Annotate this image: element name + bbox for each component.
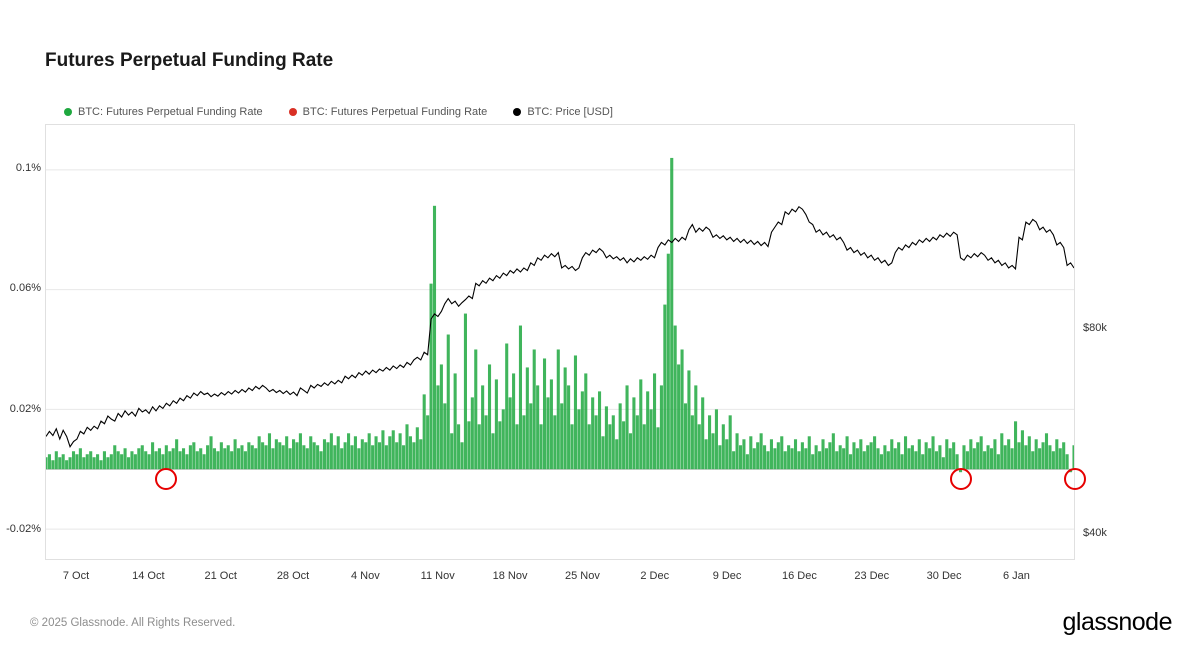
x-tick-label: 18 Nov [493,570,528,582]
x-tick-label: 2 Dec [640,570,669,582]
chart-legend: BTC: Futures Perpetual Funding Rate BTC:… [64,106,613,118]
x-tick-label: 6 Jan [1003,570,1030,582]
legend-label: BTC: Futures Perpetual Funding Rate [78,106,263,118]
legend-item-price: BTC: Price [USD] [513,106,613,118]
x-tick-label: 30 Dec [927,570,962,582]
legend-dot-red [289,108,297,116]
y-left-tick-label: -0.02% [1,523,41,535]
annotation-circle [1064,468,1086,490]
legend-dot-green [64,108,72,116]
chart-svg [46,125,1074,559]
y-left-tick-label: 0.02% [1,403,41,415]
x-tick-label: 16 Dec [782,570,817,582]
footer-copyright: © 2025 Glassnode. All Rights Reserved. [30,617,235,629]
annotation-circle [950,468,972,490]
x-tick-label: 11 Nov [421,570,455,582]
x-tick-label: 25 Nov [565,570,600,582]
chart-plot-area [45,124,1075,560]
y-right-tick-label: $80k [1083,322,1123,334]
y-right-tick-label: $40k [1083,527,1123,539]
x-tick-label: 23 Dec [854,570,889,582]
legend-item-funding-red: BTC: Futures Perpetual Funding Rate [289,106,488,118]
y-left-tick-label: 0.1% [1,162,41,174]
y-left-tick-label: 0.06% [1,282,41,294]
x-tick-label: 14 Oct [132,570,164,582]
footer-brand-logo: glassnode [1063,608,1172,637]
legend-item-funding-green: BTC: Futures Perpetual Funding Rate [64,106,263,118]
x-tick-label: 4 Nov [351,570,380,582]
x-tick-label: 28 Oct [277,570,309,582]
annotation-circle [155,468,177,490]
legend-label: BTC: Futures Perpetual Funding Rate [303,106,488,118]
x-tick-label: 21 Oct [204,570,236,582]
chart-title: Futures Perpetual Funding Rate [45,50,333,72]
legend-label: BTC: Price [USD] [527,106,613,118]
legend-dot-black [513,108,521,116]
x-tick-label: 7 Oct [63,570,89,582]
x-tick-label: 9 Dec [713,570,742,582]
